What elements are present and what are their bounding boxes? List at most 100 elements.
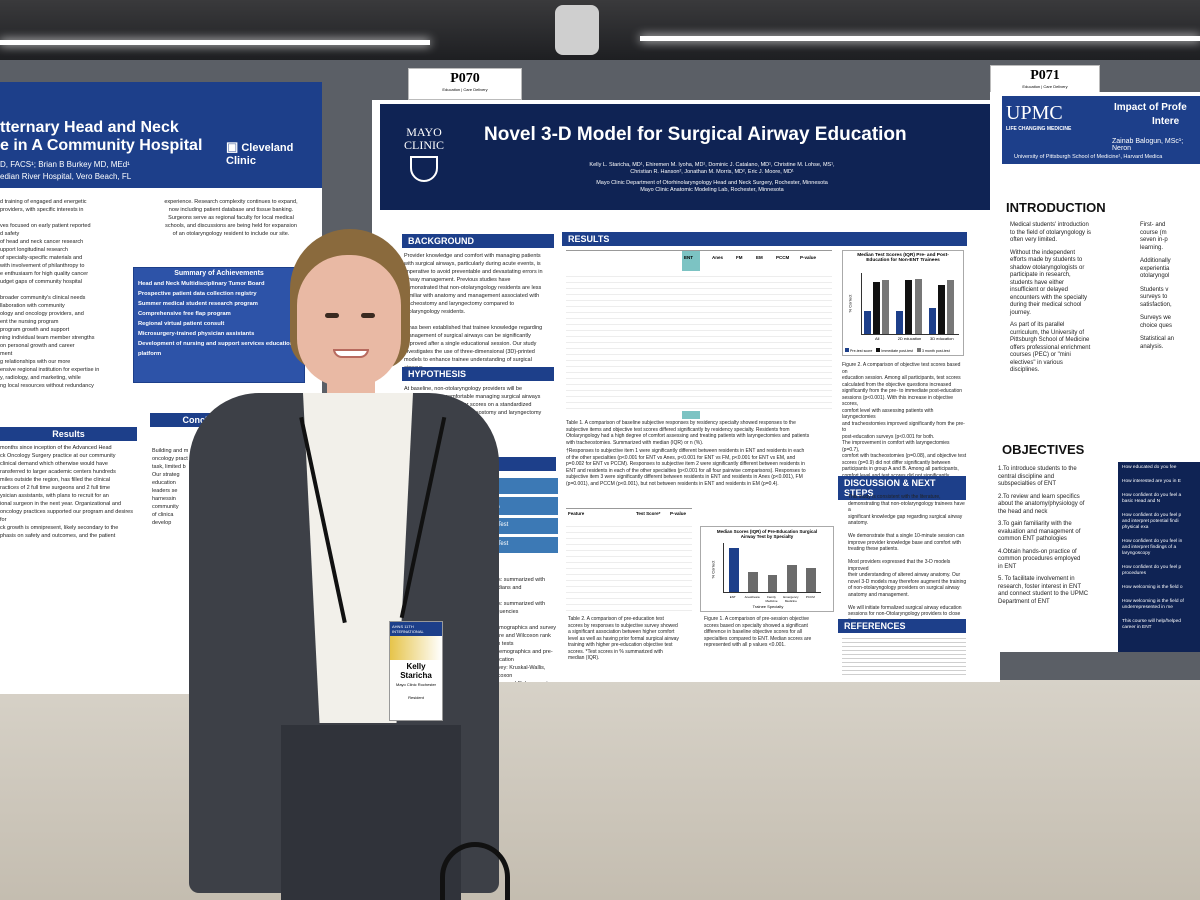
- objective-item: 1.To introduce students to the central d…: [998, 466, 1077, 487]
- presenter-eye: [361, 313, 375, 318]
- intro-bullet: Without the independent efforts made by …: [1010, 249, 1088, 316]
- figure2-chart: Median Test Scores (IQR) Pre- and Post-E…: [842, 250, 964, 356]
- achievement-item: Microsurgery-trained physician assistant…: [138, 331, 255, 337]
- references-header: REFERENCES: [838, 619, 966, 633]
- figure2-bar: [946, 280, 954, 334]
- figure2-legend-item: Immediate post-test: [876, 348, 913, 353]
- figure2-bar: [928, 308, 936, 334]
- method-bullet: Students v surveys to satisfaction,: [1140, 286, 1172, 308]
- figure2-bar: [882, 280, 890, 334]
- table1-col-em: EM: [756, 255, 763, 260]
- figure2-legend-item: Pre-test score: [845, 348, 872, 353]
- badge-event: AHNS 11TH INTERNATIONAL: [390, 622, 442, 636]
- figure1-title: Median Scores (IQR) of Pre-Education Sur…: [716, 529, 818, 539]
- figure1-plot-area: [723, 543, 821, 593]
- presenter-face: [297, 255, 401, 387]
- figure1-bar: [806, 567, 817, 592]
- figure2-bar: [905, 280, 913, 334]
- figure1-category-label: Emergency Medicine: [783, 595, 799, 603]
- poster-category: Education | Care Delivery: [442, 87, 488, 92]
- achievement-item: Comprehensive free flap program: [138, 311, 231, 317]
- figure1-category-label: Family Medicine: [765, 595, 778, 603]
- figure1-ylabel: % Correct: [710, 560, 716, 579]
- table1-caption: Table 1. A comparison of baseline subjec…: [566, 420, 810, 446]
- figure1-chart: Median Scores (IQR) of Pre-Education Sur…: [700, 526, 834, 612]
- table1-col-fm: FM: [736, 255, 743, 260]
- mayo-clinic-logo: MAYO CLINIC: [404, 125, 444, 152]
- figure1-category-label: ENT: [729, 595, 736, 599]
- hypothesis-header: HYPOTHESIS: [402, 367, 554, 381]
- objective-item: 2.To review and learn specifics about th…: [998, 493, 1085, 515]
- discussion-header: DISCUSSION & NEXT STEPS: [838, 476, 966, 500]
- survey-question: How educated do you fee: [1122, 465, 1177, 470]
- figure2-category-label: 3D education: [930, 336, 954, 341]
- cleveland-clinic-logo: ▣ Cleveland Clinic: [226, 139, 316, 167]
- poster-affiliation: Mayo Clinic Department of Otorhinolaryng…: [596, 180, 828, 193]
- right-poster-affiliation: University of Pittsburgh School of Medic…: [1014, 154, 1163, 160]
- achievement-item: Head and Neck Multidisciplinary Tumor Bo…: [138, 281, 265, 287]
- survey-question: How confident do you feel in and interpr…: [1122, 539, 1183, 556]
- cleveland-clinic-logo-icon: ▣: [226, 139, 239, 154]
- right-poster-title-1: Impact of Profe: [1114, 102, 1187, 113]
- objectives-header: OBJECTIVES: [1002, 442, 1085, 457]
- hall-floor: [0, 680, 1200, 900]
- figure2-ylabel: % Correct: [847, 294, 853, 313]
- references-list: [842, 635, 966, 675]
- objective-item: 5. To facilitate involvement in research…: [998, 576, 1089, 605]
- figure2-category-label: 2D education: [897, 336, 922, 341]
- left-results-text: months since inception of the Advanced H…: [0, 445, 133, 539]
- cleveland-clinic-logo-text: Cleveland Clinic: [226, 142, 294, 167]
- figure2-legend-item: 3 month post-test: [916, 348, 950, 353]
- figure2-legend-label: 3 month post-test: [921, 349, 950, 353]
- left-poster-title-1: tternary Head and Neck: [0, 119, 179, 136]
- table2-caption: Table 2. A comparison of pre-education t…: [568, 616, 679, 661]
- introduction-list: Medical students' introduction to the fi…: [1010, 222, 1120, 375]
- badge-organization: Mayo Clinic Rochester: [395, 682, 436, 687]
- poster-authors: Kelly L. Staricha, MD¹, Ehiremen M. Iyoh…: [589, 162, 835, 175]
- figure1-caption: Figure 1. A comparison of pre-session ob…: [704, 616, 812, 648]
- table1-col-anes: Anes: [712, 255, 724, 260]
- survey-question: How welcoming is the field o: [1122, 585, 1183, 590]
- left-poster-authors: D, FACS¹; Brian B Burkey MD, MEd¹: [0, 160, 130, 169]
- figure1-xlabel: Trainee Specialty: [752, 604, 784, 609]
- table2-col-feature: Feature: [568, 511, 585, 516]
- poster-title: Novel 3-D Model for Surgical Airway Educ…: [484, 124, 907, 145]
- figure2-bar: [863, 310, 872, 334]
- background-header: BACKGROUND: [402, 234, 554, 248]
- table2-col-score: Test Score*: [636, 511, 661, 516]
- method-bullet: Surveys we choice ques: [1140, 315, 1173, 329]
- ceiling-light-fixture: [555, 5, 599, 55]
- results-header: RESULTS: [562, 232, 967, 246]
- table2-rows: [566, 521, 692, 615]
- figure2-category-labels: All 2D education 3D education: [861, 336, 959, 346]
- poster-code: P070: [450, 71, 480, 86]
- survey-question: How interested are you in E: [1122, 479, 1181, 484]
- left-poster-right-column: experience. Research complexity continue…: [164, 199, 298, 237]
- results-table-1: ENT Anes FM EM PCCM P-value: [566, 250, 832, 420]
- bag-strap: [440, 842, 510, 900]
- left-results-header: Results: [0, 427, 137, 441]
- survey-question: How confident do you feel a basic Head a…: [1122, 493, 1182, 504]
- figure2-bar: [896, 310, 904, 334]
- survey-question: This course will help/helped career in E…: [1122, 619, 1181, 630]
- discussion-text: This study is consistent with the litera…: [848, 494, 967, 630]
- poster-code: P071: [1030, 68, 1060, 83]
- right-poster-title-2: Intere: [1152, 116, 1180, 127]
- method-bullet: First- and course (m seven in-p learning…: [1140, 222, 1168, 251]
- figure2-bar: [873, 282, 881, 334]
- figure2-plot-area: [861, 273, 959, 335]
- right-poster: UPMC LIFE CHANGING MEDICINE Impact of Pr…: [990, 92, 1200, 652]
- badge-role: Resident: [408, 695, 424, 700]
- objective-item: 4.Obtain hands-on practice of common pro…: [998, 548, 1081, 570]
- table1-rows: [566, 271, 832, 411]
- objectives-list: 1.To introduce students to the central d…: [998, 466, 1116, 606]
- name-badge: AHNS 11TH INTERNATIONAL Kelly Staricha M…: [389, 621, 443, 721]
- upmc-logo: UPMC: [1006, 102, 1063, 124]
- introduction-header: INTRODUCTION: [1006, 200, 1106, 215]
- ceiling-light-strip: [0, 40, 430, 45]
- table1-note: †Responses to subjective item 1 were sig…: [566, 448, 806, 487]
- presenter-eye: [325, 313, 339, 318]
- intro-bullet: Medical students' introduction to the fi…: [1010, 222, 1092, 243]
- figure1-bar: [767, 574, 778, 592]
- right-poster-second-column: First- and course (m seven in-p learning…: [1140, 222, 1198, 351]
